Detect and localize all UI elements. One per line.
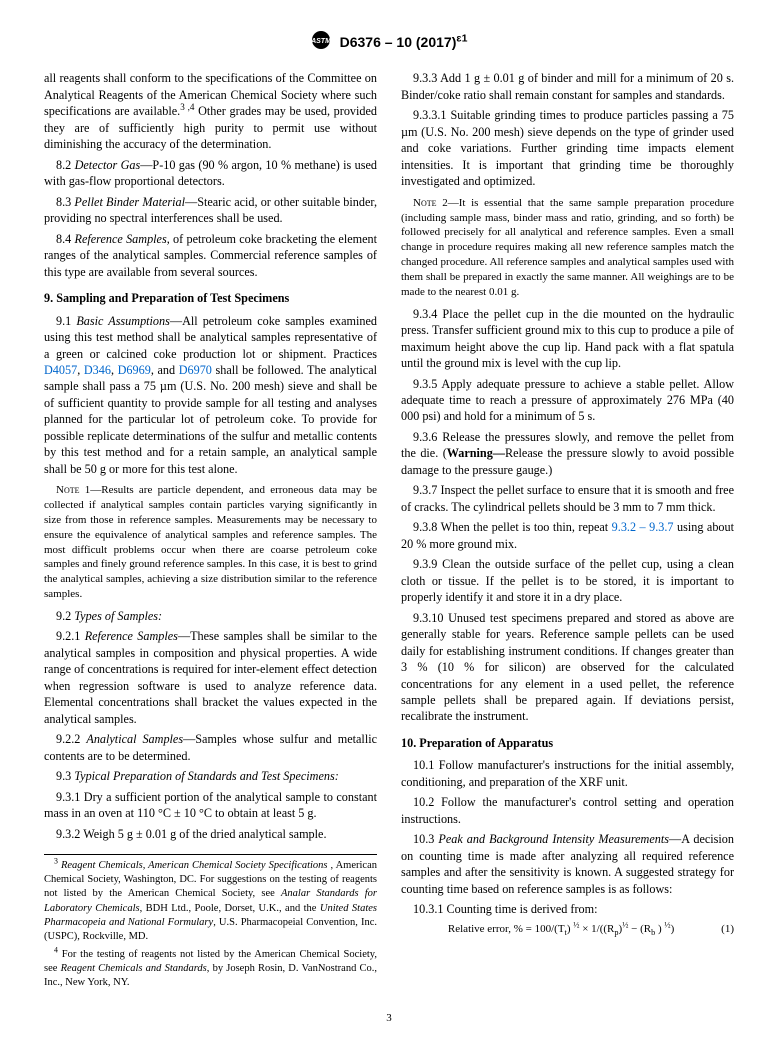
link-d6970[interactable]: D6970: [179, 363, 212, 377]
astm-logo: ASTM: [311, 30, 331, 54]
link-d6969[interactable]: D6969: [118, 363, 151, 377]
page-header: ASTM D6376 – 10 (2017)ɛ1: [44, 30, 734, 54]
para-9-2-2: 9.2.2 Analytical Samples—Samples whose s…: [44, 731, 377, 764]
note-2: Note 2—It is essential that the same sam…: [401, 196, 734, 300]
body-columns: all reagents shall conform to the specif…: [44, 70, 734, 990]
para-9-3-6: 9.3.6 Release the pressures slowly, and …: [401, 429, 734, 478]
para-9-2: 9.2 Types of Samples:: [44, 608, 377, 624]
para-9-3-2: 9.3.2 Weigh 5 g ± 0.01 g of the dried an…: [44, 826, 377, 842]
link-d346[interactable]: D346: [84, 363, 111, 377]
para-9-3-3-1: 9.3.3.1 Suitable grinding times to produ…: [401, 107, 734, 189]
designation: D6376 – 10 (2017)ɛ1: [340, 33, 468, 52]
para-10-1: 10.1 Follow manufacturer's instructions …: [401, 757, 734, 790]
para-9-3-10: 9.3.10 Unused test specimens prepared an…: [401, 610, 734, 725]
heading-9: 9. Sampling and Preparation of Test Spec…: [44, 290, 377, 306]
svg-text:ASTM: ASTM: [311, 38, 331, 45]
para-8-3: 8.3 Pellet Binder Material—Stearic acid,…: [44, 194, 377, 227]
heading-10: 10. Preparation of Apparatus: [401, 735, 734, 751]
para-9-3-9: 9.3.9 Clean the outside surface of the p…: [401, 556, 734, 605]
link-9-3-2-9-3-7[interactable]: 9.3.2 – 9.3.7: [612, 520, 674, 534]
page-number: 3: [44, 1011, 734, 1026]
footnote-4: 4 For the testing of reagents not listed…: [44, 948, 377, 991]
para-9-1: 9.1 Basic Assumptions—All petroleum coke…: [44, 313, 377, 478]
equation-1: Relative error, % = 100/(Tt) ½ × 1/((Rp)…: [401, 922, 734, 937]
footnote-3: 3 Reagent Chemicals, American Chemical S…: [44, 859, 377, 944]
footnotes: 3 Reagent Chemicals, American Chemical S…: [44, 854, 377, 991]
para-9-3: 9.3 Typical Preparation of Standards and…: [44, 768, 377, 784]
para-10-2: 10.2 Follow the manufacturer's control s…: [401, 794, 734, 827]
para-10-3-1: 10.3.1 Counting time is derived from:: [401, 901, 734, 917]
para-9-3-7: 9.3.7 Inspect the pellet surface to ensu…: [401, 482, 734, 515]
para-9-3-1: 9.3.1 Dry a sufficient portion of the an…: [44, 789, 377, 822]
note-1: Note 1—Results are particle dependent, a…: [44, 483, 377, 602]
link-d4057[interactable]: D4057: [44, 363, 77, 377]
para-reagents: all reagents shall conform to the specif…: [44, 70, 377, 152]
para-9-2-1: 9.2.1 Reference Samples—These samples sh…: [44, 628, 377, 727]
para-8-4: 8.4 Reference Samples, of petroleum coke…: [44, 231, 377, 280]
para-9-3-8: 9.3.8 When the pellet is too thin, repea…: [401, 519, 734, 552]
para-8-2: 8.2 Detector Gas—P-10 gas (90 % argon, 1…: [44, 157, 377, 190]
para-10-3: 10.3 Peak and Background Intensity Measu…: [401, 831, 734, 897]
para-9-3-4: 9.3.4 Place the pellet cup in the die mo…: [401, 306, 734, 372]
para-9-3-5: 9.3.5 Apply adequate pressure to achieve…: [401, 376, 734, 425]
para-9-3-3: 9.3.3 Add 1 g ± 0.01 g of binder and mil…: [401, 70, 734, 103]
